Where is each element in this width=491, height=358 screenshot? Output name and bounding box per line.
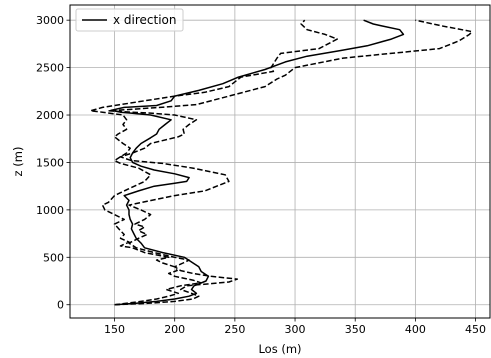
x-axis-label: Los (m) (258, 342, 301, 356)
series-line-x-direction (110, 19, 405, 306)
series-lines (89, 19, 473, 306)
y-axis-label: z (m) (11, 147, 25, 177)
x-tick-label: 300 (285, 323, 306, 336)
x-tick-label: 200 (164, 323, 185, 336)
x-tick-label: 250 (224, 323, 245, 336)
series-line-dashed-2 (89, 19, 338, 306)
legend-box (75, 8, 184, 32)
ticks: 150 200 250 300 350 400 450 0 500 1000 1500 2000 250… (36, 14, 486, 336)
series-line-dashed-1 (107, 19, 473, 306)
y-tick-label: 500 (43, 251, 64, 264)
y-tick-label: 3000 (36, 14, 64, 27)
x-tick-label: 150 (104, 323, 125, 336)
legend: x direction (75, 8, 184, 32)
y-tick-label: 1500 (36, 156, 64, 169)
x-tick-label: 350 (345, 323, 366, 336)
y-tick-label: 0 (57, 299, 64, 312)
y-tick-label: 1000 (36, 204, 64, 217)
y-tick-label: 2000 (36, 109, 64, 122)
y-tick-label: 2500 (36, 62, 64, 75)
x-tick-label: 450 (465, 323, 486, 336)
legend-label-x-direction: x direction (113, 13, 177, 27)
axes-frame (69, 4, 491, 319)
x-tick-label: 400 (405, 323, 426, 336)
grid (70, 5, 490, 318)
